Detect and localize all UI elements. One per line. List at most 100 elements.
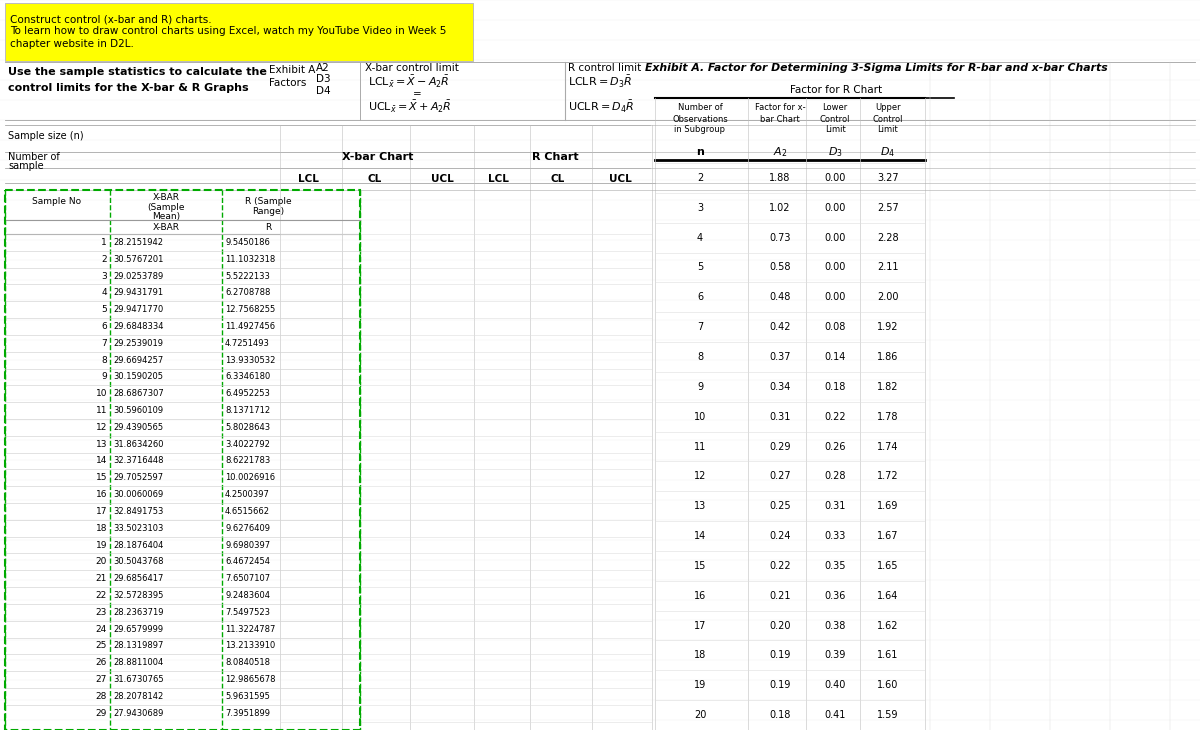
Text: 19: 19: [96, 540, 107, 550]
Text: 4: 4: [101, 288, 107, 297]
Text: Use the sample statistics to calculate the: Use the sample statistics to calculate t…: [8, 67, 266, 77]
Text: 11.1032318: 11.1032318: [226, 255, 275, 264]
Text: 9.5450186: 9.5450186: [226, 238, 270, 247]
Text: Control: Control: [820, 115, 851, 123]
Text: Exhibit A: Exhibit A: [269, 65, 316, 75]
Text: 1.69: 1.69: [877, 502, 899, 511]
Text: To learn how to draw control charts using Excel, watch my YouTube Video in Week : To learn how to draw control charts usin…: [10, 26, 446, 36]
Text: 29.2539019: 29.2539019: [113, 339, 163, 347]
Text: 2.00: 2.00: [877, 292, 899, 302]
Text: 0.24: 0.24: [769, 531, 791, 541]
Text: 1.78: 1.78: [877, 412, 899, 422]
Text: 29.6694257: 29.6694257: [113, 356, 163, 364]
Text: X-BAR: X-BAR: [152, 223, 180, 231]
Text: 0.00: 0.00: [824, 292, 846, 302]
Text: 29.7052597: 29.7052597: [113, 473, 163, 483]
Bar: [5, 190, 360, 730]
Text: Sample No: Sample No: [32, 198, 82, 207]
Text: 6.4952253: 6.4952253: [226, 389, 270, 399]
Text: 13: 13: [694, 502, 706, 511]
Text: R: R: [265, 223, 271, 231]
Text: UCL: UCL: [608, 174, 631, 184]
Text: 5: 5: [101, 305, 107, 314]
Text: 5.9631595: 5.9631595: [226, 692, 270, 701]
Text: 2.57: 2.57: [877, 203, 899, 212]
Text: 1.92: 1.92: [877, 322, 899, 332]
Text: 13.9330532: 13.9330532: [226, 356, 275, 364]
Text: Number of: Number of: [8, 152, 60, 162]
Text: $D_4$: $D_4$: [881, 145, 895, 159]
Text: 21: 21: [96, 575, 107, 583]
Text: 4.7251493: 4.7251493: [226, 339, 270, 347]
Text: 13: 13: [96, 439, 107, 449]
Text: 0.21: 0.21: [769, 591, 791, 601]
Text: 0.39: 0.39: [824, 650, 846, 661]
Text: X-bar Chart: X-bar Chart: [342, 152, 414, 162]
Text: 3: 3: [697, 203, 703, 212]
Text: 13.2133910: 13.2133910: [226, 642, 275, 650]
Text: 20: 20: [96, 558, 107, 566]
Text: 1.59: 1.59: [877, 710, 899, 720]
Text: 0.40: 0.40: [824, 680, 846, 691]
Text: 2.11: 2.11: [877, 263, 899, 272]
Text: Factors: Factors: [269, 78, 306, 88]
Text: control limits for the X-bar & R Graphs: control limits for the X-bar & R Graphs: [8, 83, 248, 93]
Text: Observations: Observations: [672, 115, 728, 123]
Text: 2: 2: [101, 255, 107, 264]
Text: 1.64: 1.64: [877, 591, 899, 601]
Text: 10: 10: [694, 412, 706, 422]
Text: 6.3346180: 6.3346180: [226, 372, 270, 381]
Text: 0.22: 0.22: [824, 412, 846, 422]
Text: 1.74: 1.74: [877, 442, 899, 451]
Text: 8: 8: [697, 352, 703, 362]
Text: LCL: LCL: [298, 174, 318, 184]
Text: Limit: Limit: [877, 126, 899, 134]
Text: 3.4022792: 3.4022792: [226, 439, 270, 449]
Text: 16: 16: [96, 490, 107, 499]
Text: 0.29: 0.29: [769, 442, 791, 451]
Text: 29.0253789: 29.0253789: [113, 272, 163, 280]
Text: 28.2151942: 28.2151942: [113, 238, 163, 247]
Text: 0.00: 0.00: [824, 203, 846, 212]
Text: Sample size (n): Sample size (n): [8, 131, 84, 141]
Text: Factor for R Chart: Factor for R Chart: [790, 85, 882, 95]
Text: 23: 23: [96, 608, 107, 617]
Text: 0.31: 0.31: [824, 502, 846, 511]
Text: 30.0060069: 30.0060069: [113, 490, 163, 499]
Text: 0.58: 0.58: [769, 263, 791, 272]
Text: 28.8811004: 28.8811004: [113, 658, 163, 667]
Text: 0.36: 0.36: [824, 591, 846, 601]
Text: 4.2500397: 4.2500397: [226, 490, 270, 499]
Text: 7.6507107: 7.6507107: [226, 575, 270, 583]
Text: 7: 7: [101, 339, 107, 347]
Text: 28: 28: [96, 692, 107, 701]
Text: in Subgroup: in Subgroup: [674, 126, 726, 134]
Text: 0.37: 0.37: [769, 352, 791, 362]
Text: 14: 14: [96, 456, 107, 466]
Text: 28.1319897: 28.1319897: [113, 642, 163, 650]
Text: 32.5728395: 32.5728395: [113, 591, 163, 600]
Text: 29.6856417: 29.6856417: [113, 575, 163, 583]
Text: 17: 17: [694, 620, 706, 631]
Text: 3: 3: [101, 272, 107, 280]
Text: 0.28: 0.28: [824, 472, 846, 481]
Text: 30.5043768: 30.5043768: [113, 558, 163, 566]
Text: Upper: Upper: [875, 104, 901, 112]
Text: 3.27: 3.27: [877, 173, 899, 183]
Text: 27.9430689: 27.9430689: [113, 709, 163, 718]
Text: 32.3716448: 32.3716448: [113, 456, 163, 466]
Text: 8.1371712: 8.1371712: [226, 406, 270, 415]
Text: Construct control (x-bar and R) charts.: Construct control (x-bar and R) charts.: [10, 14, 211, 24]
Text: 9.2483604: 9.2483604: [226, 591, 270, 600]
Text: Range): Range): [252, 207, 284, 215]
Text: 5: 5: [697, 263, 703, 272]
Text: 1.65: 1.65: [877, 561, 899, 571]
Text: 0.33: 0.33: [824, 531, 846, 541]
Text: 26: 26: [96, 658, 107, 667]
Text: 0.26: 0.26: [824, 442, 846, 451]
Text: 1.82: 1.82: [877, 382, 899, 392]
Text: 11.4927456: 11.4927456: [226, 322, 275, 331]
Text: CL: CL: [368, 174, 382, 184]
Text: $A_2$: $A_2$: [773, 145, 787, 159]
Text: $\mathrm{UCLR}= D_4\bar{R}$: $\mathrm{UCLR}= D_4\bar{R}$: [568, 99, 634, 115]
